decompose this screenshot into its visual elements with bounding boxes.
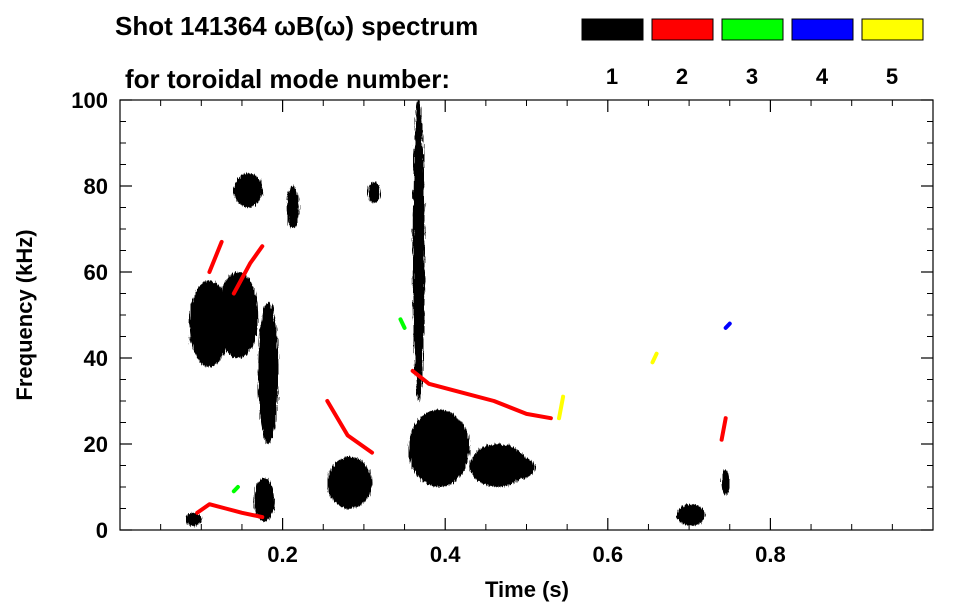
- mode-2-trace-3: [410, 368, 553, 421]
- mode-2-trace-2: [325, 399, 375, 455]
- chart-title-line1: Shot 141364 ωB(ω) spectrum: [115, 11, 478, 41]
- mode-1-blob-13: [721, 469, 730, 496]
- legend-label-3: 3: [746, 64, 758, 89]
- mode-2-trace-1: [231, 244, 265, 296]
- plot-area: [185, 100, 732, 526]
- chart-title-line2: for toroidal mode number:: [125, 64, 450, 94]
- y-tick-label: 100: [71, 88, 108, 113]
- y-tick-label: 40: [84, 346, 108, 371]
- y-tick-label: 0: [96, 518, 108, 543]
- mode-1-blob-7: [327, 456, 373, 509]
- mode-4-trace-8: [723, 321, 732, 330]
- mode-1-blob-2: [258, 302, 279, 444]
- mode-1-blob-8: [367, 181, 381, 204]
- mode-1-blob-14: [676, 504, 706, 526]
- legend-label-2: 2: [676, 64, 688, 89]
- y-tick-label: 60: [84, 260, 108, 285]
- mode-5-trace-9: [557, 394, 566, 421]
- mode-1-blob-4: [286, 186, 299, 229]
- legend-swatch-1: [581, 18, 644, 41]
- legend-swatch-5: [861, 18, 924, 41]
- legend-swatch-2: [651, 18, 714, 41]
- legend: 1 2 3 4 5: [581, 18, 924, 89]
- y-axis-label: Frequency (kHz): [12, 229, 37, 400]
- legend-label-4: 4: [816, 64, 829, 89]
- mode-1-blob-3: [233, 173, 263, 208]
- legend-label-5: 5: [886, 64, 898, 89]
- mode-1-blob-5: [254, 478, 275, 522]
- mode-1-blob-6: [185, 512, 202, 526]
- mode-2-trace-4: [195, 502, 265, 520]
- mode-2-trace-5: [719, 416, 728, 442]
- axes: 0 20 40 60 80 100 0.2 0.4 0.6 0.8: [71, 88, 933, 567]
- mode-3-trace-6: [398, 317, 407, 330]
- mode-1-blob-9: [408, 409, 470, 487]
- legend-label-1: 1: [606, 64, 618, 89]
- y-tick-label: 80: [84, 174, 108, 199]
- mode-1-blob-11: [506, 456, 535, 479]
- x-tick-label: 0.6: [593, 542, 624, 567]
- mode-1-blob-1: [217, 272, 259, 358]
- mode-2-trace-0: [207, 239, 224, 274]
- mode-5-trace-10: [650, 351, 659, 365]
- legend-swatch-4: [791, 18, 854, 41]
- x-tick-label: 0.4: [430, 542, 461, 567]
- mode-1-blob-12: [412, 100, 425, 401]
- x-axis-label: Time (s): [485, 577, 569, 602]
- mode-3-trace-7: [231, 485, 240, 494]
- legend-swatch-3: [721, 18, 784, 41]
- x-tick-label: 0.2: [267, 542, 298, 567]
- x-tick-label: 0.8: [755, 542, 786, 567]
- y-tick-label: 20: [84, 432, 108, 457]
